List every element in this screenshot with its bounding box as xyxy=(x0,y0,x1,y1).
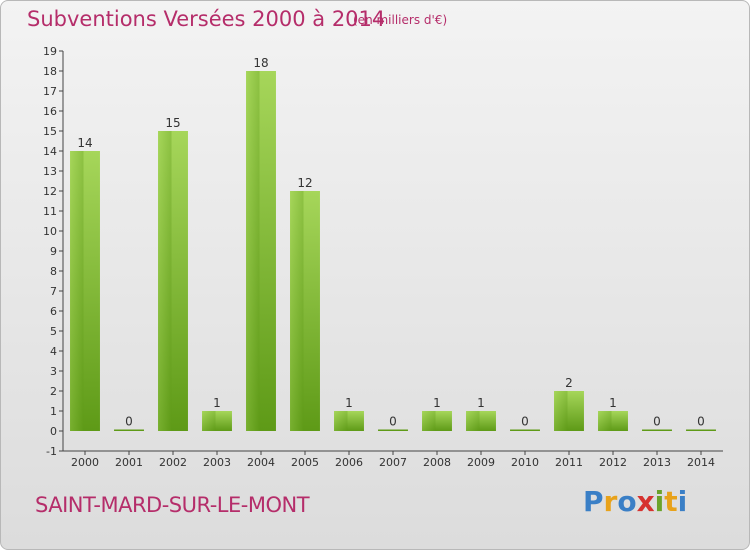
bar xyxy=(114,429,144,431)
bar xyxy=(510,429,540,431)
y-tick-label: 6 xyxy=(50,305,57,318)
bar-highlight xyxy=(70,151,84,431)
bar-highlight xyxy=(422,411,436,431)
bar-highlight xyxy=(334,411,348,431)
y-tick-label: 19 xyxy=(43,45,57,58)
y-tick-label: 2 xyxy=(50,385,57,398)
logo-letter: o xyxy=(617,485,637,518)
x-tick-label: 2011 xyxy=(555,456,583,469)
unit-note: (en milliers d'€) xyxy=(353,13,448,27)
logo-letter: i xyxy=(654,485,665,518)
x-tick-label: 2006 xyxy=(335,456,363,469)
y-tick-label: -1 xyxy=(46,445,57,458)
x-tick-label: 2007 xyxy=(379,456,407,469)
x-tick-label: 2012 xyxy=(599,456,627,469)
logo-letter: i xyxy=(677,485,688,518)
data-label: 14 xyxy=(77,136,92,150)
bar-highlight xyxy=(290,191,304,431)
bar xyxy=(686,429,716,431)
commune-name: SAINT-MARD-SUR-LE-MONT xyxy=(35,493,310,517)
y-tick-label: 12 xyxy=(43,185,57,198)
data-label: 1 xyxy=(345,396,353,410)
logo-letter: x xyxy=(636,485,655,518)
y-tick-label: 13 xyxy=(43,165,57,178)
y-tick-label: 10 xyxy=(43,225,57,238)
x-tick-label: 2000 xyxy=(71,456,99,469)
x-tick-label: 2001 xyxy=(115,456,143,469)
bar xyxy=(642,429,672,431)
y-tick-label: 8 xyxy=(50,265,57,278)
data-label: 0 xyxy=(389,415,397,429)
y-tick-label: 15 xyxy=(43,125,57,138)
bar-highlight xyxy=(598,411,612,431)
y-tick-label: 3 xyxy=(50,365,57,378)
y-tick-label: 11 xyxy=(43,205,57,218)
x-tick-label: 2014 xyxy=(687,456,715,469)
logo-letter: t xyxy=(664,485,678,518)
data-label: 0 xyxy=(521,415,529,429)
x-tick-label: 2003 xyxy=(203,456,231,469)
y-tick-label: 1 xyxy=(50,405,57,418)
proxiti-logo: Proxiti xyxy=(583,485,687,518)
data-label: 18 xyxy=(253,56,268,70)
data-label: 12 xyxy=(297,176,312,190)
x-tick-label: 2004 xyxy=(247,456,275,469)
bar-highlight xyxy=(554,391,568,431)
y-tick-label: 4 xyxy=(50,345,57,358)
data-label: 1 xyxy=(213,396,221,410)
x-tick-label: 2013 xyxy=(643,456,671,469)
data-label: 2 xyxy=(565,376,573,390)
bar-highlight xyxy=(466,411,480,431)
y-tick-label: 0 xyxy=(50,425,57,438)
bar xyxy=(378,429,408,431)
y-tick-label: 7 xyxy=(50,285,57,298)
data-label: 0 xyxy=(697,415,705,429)
y-tick-label: 18 xyxy=(43,65,57,78)
data-label: 0 xyxy=(653,415,661,429)
x-tick-label: 2008 xyxy=(423,456,451,469)
data-label: 15 xyxy=(165,116,180,130)
bar-highlight xyxy=(158,131,172,431)
bar-highlight xyxy=(246,71,260,431)
x-tick-label: 2009 xyxy=(467,456,495,469)
chart-title: Subventions Versées 2000 à 2014 xyxy=(27,7,386,31)
x-tick-label: 2005 xyxy=(291,456,319,469)
logo-letter: P xyxy=(583,485,604,518)
y-tick-label: 9 xyxy=(50,245,57,258)
data-label: 1 xyxy=(477,396,485,410)
y-tick-label: 17 xyxy=(43,85,57,98)
y-tick-label: 5 xyxy=(50,325,57,338)
x-tick-label: 2010 xyxy=(511,456,539,469)
data-label: 1 xyxy=(609,396,617,410)
data-label: 1 xyxy=(433,396,441,410)
x-tick-label: 2002 xyxy=(159,456,187,469)
bar-highlight xyxy=(202,411,216,431)
data-label: 0 xyxy=(125,415,133,429)
logo-letter: r xyxy=(603,485,618,518)
y-tick-label: 16 xyxy=(43,105,57,118)
y-tick-label: 14 xyxy=(43,145,57,158)
